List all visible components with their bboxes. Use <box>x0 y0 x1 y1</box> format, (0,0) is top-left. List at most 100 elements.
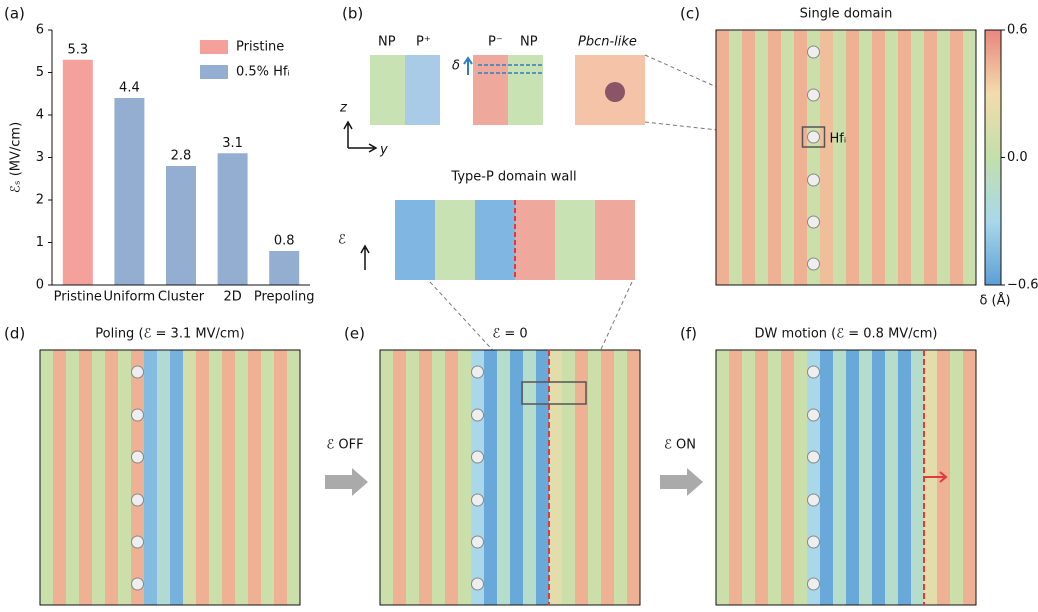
heatmap-column <box>471 350 484 605</box>
value-label: 2.8 <box>171 149 192 164</box>
step-arrow <box>325 468 368 496</box>
heatmap-column <box>287 350 300 605</box>
heatmap-column <box>92 350 105 605</box>
heatmap-column <box>484 350 497 605</box>
heatmap-column <box>222 350 235 605</box>
hf-atom <box>472 536 484 548</box>
step-arrow <box>660 468 703 496</box>
legend-label: Pristine <box>236 40 284 55</box>
heatmap-column <box>79 350 92 605</box>
heatmap-column <box>274 350 287 605</box>
heatmap-column <box>898 30 911 285</box>
heatmap-column <box>729 30 742 285</box>
heatmap-column <box>950 350 963 605</box>
annotation: Hfᵢ <box>830 132 847 147</box>
hf-atom <box>808 578 820 590</box>
heatmap-column <box>523 350 536 605</box>
heatmap-column <box>601 350 614 605</box>
heatmap-column <box>794 30 807 285</box>
heatmap-column <box>807 350 820 605</box>
y-tick-label: 4 <box>36 108 44 123</box>
structure-label: P⁺ <box>416 35 431 50</box>
colorbar-label: δ (Å) <box>979 293 1010 309</box>
heatmap-column <box>755 30 768 285</box>
y-tick-label: 1 <box>36 235 44 250</box>
y-tick-label: 2 <box>36 193 44 208</box>
heatmap-column <box>885 30 898 285</box>
heatmap-column <box>53 350 66 605</box>
field-arrow <box>361 246 369 270</box>
colorbar <box>985 30 1001 285</box>
delta-label: δ <box>452 59 460 74</box>
heatmap-column <box>419 350 432 605</box>
wall-cell <box>515 200 555 280</box>
heatmap-column <box>393 350 406 605</box>
wall-cell <box>435 200 475 280</box>
heatmap-column <box>40 350 53 605</box>
hf-atom <box>132 366 144 378</box>
heatmap-column <box>937 30 950 285</box>
hf-atom <box>808 216 820 228</box>
heatmap-column <box>794 350 807 605</box>
step-label: ℰ OFF <box>326 438 363 453</box>
step-label: ℰ ON <box>664 438 696 453</box>
y-tick-label: 0 <box>36 278 44 293</box>
heatmap-column <box>549 350 562 605</box>
heatmap-column <box>458 350 471 605</box>
heatmap-column <box>833 350 846 605</box>
panel-label: (a) <box>4 5 25 23</box>
heatmap-column <box>144 350 157 605</box>
panel-label: (f) <box>680 325 697 343</box>
heatmap-column <box>445 350 458 605</box>
heatmap-column <box>183 350 196 605</box>
heatmap-column <box>820 350 833 605</box>
heatmap-title: Single domain <box>800 7 893 22</box>
heatmap-column <box>833 30 846 285</box>
heatmap-column <box>846 350 859 605</box>
hf-atom <box>472 494 484 506</box>
structure-cell <box>370 55 405 125</box>
hf-atom <box>808 536 820 548</box>
x-tick-label: Uniform <box>104 290 156 305</box>
axis-z: z <box>339 101 348 116</box>
heatmap-column <box>118 350 131 605</box>
heatmap-column <box>898 350 911 605</box>
heatmap-column <box>562 350 575 605</box>
wall-cell <box>555 200 595 280</box>
heatmap-column <box>859 350 872 605</box>
hf-atom <box>808 131 820 143</box>
heatmap-column <box>261 350 274 605</box>
heatmap-column <box>963 350 976 605</box>
colorbar-tick-label: 0.0 <box>1007 150 1028 165</box>
structure-cell <box>405 55 440 125</box>
hf-atom <box>132 409 144 421</box>
hf-atom <box>808 494 820 506</box>
heatmap-title: DW motion (ℰ = 0.8 MV/cm) <box>755 327 938 342</box>
panel-label: (b) <box>342 5 363 23</box>
axes-arrows <box>344 122 376 152</box>
structure-label: NP <box>378 35 396 50</box>
heatmap-column <box>588 350 601 605</box>
structure-label: P⁻ <box>488 35 503 50</box>
heatmap-column <box>170 350 183 605</box>
structure-label: NP <box>520 35 538 50</box>
hf-atom <box>808 46 820 58</box>
wall-cell <box>595 200 635 280</box>
hf-atom <box>808 451 820 463</box>
heatmap-column <box>872 30 885 285</box>
hf-atom <box>132 536 144 548</box>
heatmap-column <box>807 30 820 285</box>
value-label: 0.8 <box>274 234 295 249</box>
colorbar-tick-label: −0.6 <box>1007 278 1038 293</box>
heatmap-column <box>950 30 963 285</box>
heatmap-column <box>924 30 937 285</box>
value-label: 3.1 <box>222 136 243 151</box>
wall-cell <box>475 200 515 280</box>
y-tick-label: 3 <box>36 150 44 165</box>
value-label: 4.4 <box>119 81 140 96</box>
panel-label: (e) <box>344 325 365 343</box>
heatmap-column <box>729 350 742 605</box>
hf-atom <box>605 82 625 102</box>
wall-title: Type-P domain wall <box>450 170 576 185</box>
x-tick-label: Cluster <box>158 290 205 305</box>
